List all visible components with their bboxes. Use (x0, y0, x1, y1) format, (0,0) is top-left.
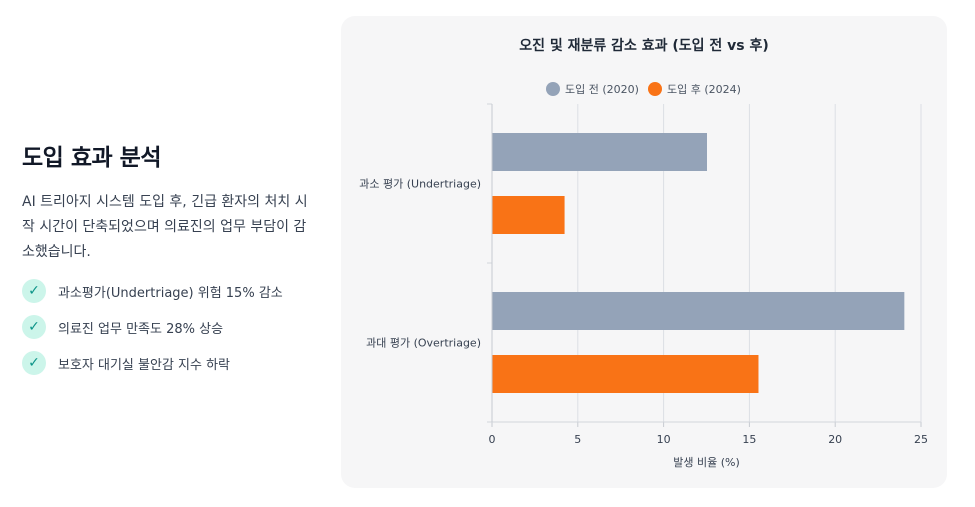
chart-card: 오진 및 재분류 감소 효과 (도입 전 vs 후) 도입 전 (2020) 도입 … (341, 16, 947, 488)
legend-marker (546, 82, 560, 96)
check-icon: ✓ (22, 315, 46, 339)
summary-panel: 도입 효과 분석 AI 트리아지 시스템 도입 후, 긴급 환자의 처치 시작 … (22, 138, 322, 387)
summary-description: AI 트리아지 시스템 도입 후, 긴급 환자의 처치 시작 시간이 단축되었으… (22, 194, 308, 260)
bar-after (492, 355, 759, 393)
check-icon: ✓ (22, 279, 46, 303)
y-category-label: 과소 평가 (Undertriage) (359, 178, 481, 191)
benefit-item: ✓ 의료진 업무 만족도 28% 상승 (22, 315, 322, 339)
x-tick-label: 15 (742, 433, 756, 446)
bar-before (492, 133, 707, 171)
x-tick-label: 10 (657, 433, 671, 446)
x-tick-label: 5 (574, 433, 581, 446)
benefit-text: 보호자 대기실 불안감 지수 하락 (58, 357, 231, 373)
bar-before (492, 292, 905, 330)
benefit-item: ✓ 보호자 대기실 불안감 지수 하락 (22, 351, 322, 375)
benefit-text: 과소평가(Undertriage) 위험 15% 감소 (58, 285, 283, 301)
summary-heading: 도입 효과 분석 (22, 145, 161, 171)
x-tick-label: 0 (489, 433, 496, 446)
x-tick-label: 20 (828, 433, 842, 446)
check-icon: ✓ (22, 351, 46, 375)
y-category-label: 과대 평가 (Overtriage) (366, 337, 481, 350)
benefit-text: 의료진 업무 만족도 28% 상승 (58, 321, 224, 337)
bar-chart: 오진 및 재분류 감소 효과 (도입 전 vs 후) 도입 전 (2020) 도입 … (359, 37, 928, 469)
legend-marker (648, 82, 662, 96)
x-tick-label: 25 (914, 433, 928, 446)
legend-label: 도입 전 (2020) (565, 83, 639, 96)
benefit-item: ✓ 과소평가(Undertriage) 위험 15% 감소 (22, 279, 322, 303)
bar-after (492, 196, 565, 234)
benefit-list: ✓ 과소평가(Undertriage) 위험 15% 감소 ✓ 의료진 업무 만… (22, 279, 322, 375)
x-axis-label: 발생 비율 (%) (673, 456, 740, 469)
chart-title: 오진 및 재분류 감소 효과 (도입 전 vs 후) (519, 37, 769, 54)
legend-label: 도입 후 (2024) (667, 83, 741, 96)
